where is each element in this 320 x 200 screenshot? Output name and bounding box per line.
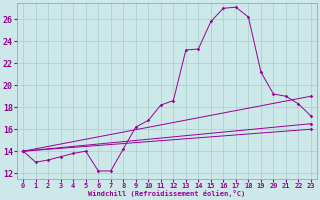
X-axis label: Windchill (Refroidissement éolien,°C): Windchill (Refroidissement éolien,°C) — [88, 190, 246, 197]
